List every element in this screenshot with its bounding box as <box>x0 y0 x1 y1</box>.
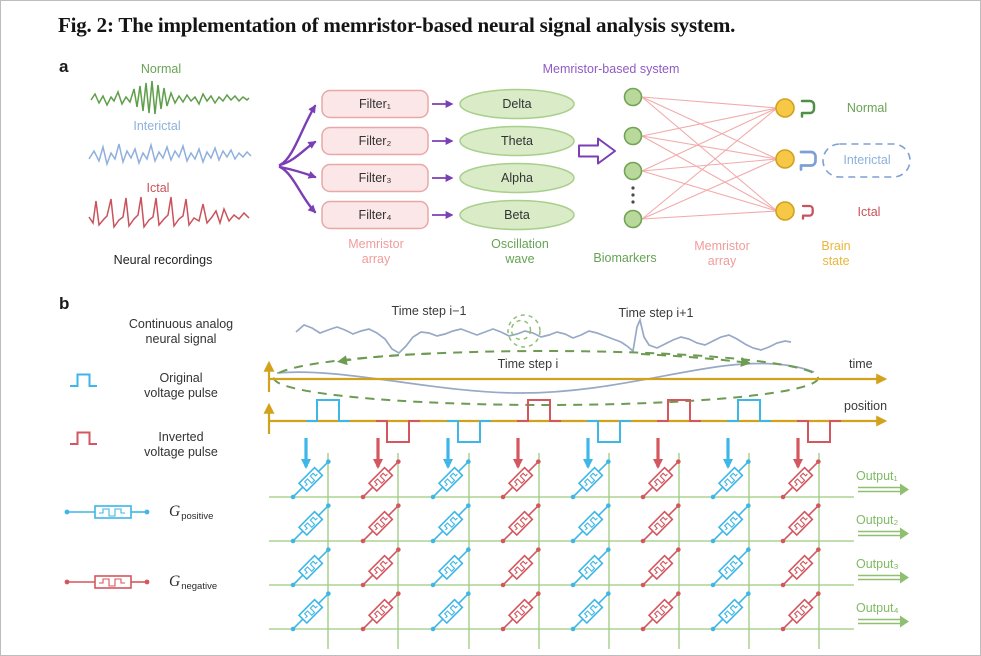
normal-step-icon <box>800 99 816 118</box>
output-arrows <box>858 483 909 628</box>
legend-inverted-label: Inverted voltage pulse <box>144 430 218 459</box>
position-axis <box>263 402 888 434</box>
g-symbol: G <box>169 503 181 520</box>
recording-normal-label: Normal <box>140 62 182 76</box>
time-axis-label: time <box>849 357 873 371</box>
neural-recording-waveforms <box>88 80 252 230</box>
column-input-arrows <box>301 438 803 469</box>
step-response-icons <box>799 99 817 220</box>
g-negative-sub: negative <box>181 581 218 592</box>
wave-alpha-label: Alpha <box>501 171 533 185</box>
interictal-dashed-box <box>822 143 911 178</box>
analog-signal-wave <box>295 317 792 355</box>
brain-state-nodes <box>775 98 795 221</box>
network-edges <box>641 96 778 220</box>
state-interictal-label: Interictal <box>843 153 891 167</box>
time-step-current-label: Time step i <box>497 357 559 371</box>
double-arrow-icon <box>578 137 616 165</box>
output-2-label: Output₂ <box>856 513 899 527</box>
g-negative-label: Gnegative <box>169 573 218 592</box>
interictal-step-icon <box>799 150 817 171</box>
output-1-label: Output₁ <box>856 469 898 483</box>
biomarkers-caption: Biomarkers <box>593 251 657 265</box>
ictal-step-icon <box>801 204 814 220</box>
time-step-prev-label: Time step i−1 <box>391 304 467 318</box>
time-step-next-label: Time step i+1 <box>618 306 694 320</box>
figure-title: Fig. 2: The implementation of memristor-… <box>58 13 736 37</box>
network-array-caption: Memristor array <box>694 239 750 268</box>
g-positive-icon <box>64 505 150 519</box>
time-step-ellipse-arrows <box>337 352 751 367</box>
original-pulse-icon <box>70 373 97 387</box>
waves-caption: Oscillation wave <box>491 237 549 266</box>
inverted-pulse-icon <box>70 431 97 445</box>
filters-caption: Memristor array <box>348 237 404 266</box>
biomarker-nodes <box>623 87 643 229</box>
ellipsis-dots <box>631 186 635 204</box>
filter-3-label: Filter₃ <box>358 171 392 185</box>
recording-ictal-label: Ictal <box>146 181 170 195</box>
wave-theta-label: Theta <box>501 134 533 148</box>
g-positive-label: Gpositive <box>169 503 214 522</box>
filter-2-label: Filter₂ <box>358 134 392 148</box>
filter-1-label: Filter₁ <box>359 97 391 111</box>
panel-b-label: b <box>59 294 70 313</box>
brain-state-caption: Brain state <box>821 239 851 268</box>
system-title: Memristor-based system <box>542 62 680 76</box>
legend-pulse-icons <box>70 373 97 445</box>
branch-arrows <box>278 104 317 214</box>
oscillation-ellipses <box>459 88 575 231</box>
crossbar-grid <box>269 453 854 649</box>
legend-continuous-label: Continuous analog neural signal <box>128 317 234 346</box>
output-4-label: Output₄ <box>856 601 899 615</box>
output-3-label: Output₃ <box>856 557 899 571</box>
filter-to-wave-arrows <box>432 100 454 219</box>
position-axis-label: position <box>844 399 888 413</box>
legend-original-label: Original voltage pulse <box>144 371 218 400</box>
g-symbol: G <box>169 573 181 590</box>
state-normal-label: Normal <box>846 101 888 115</box>
g-positive-sub: positive <box>181 511 214 522</box>
g-negative-icon <box>64 575 150 589</box>
voltage-pulses <box>306 399 841 443</box>
crossbar-memristors <box>286 455 825 636</box>
state-ictal-label: Ictal <box>857 205 881 219</box>
wave-delta-label: Delta <box>502 97 532 111</box>
wave-beta-label: Beta <box>504 208 530 222</box>
zoom-circle-icon <box>507 314 541 348</box>
panel-a-label: a <box>59 57 69 76</box>
recording-interictal-label: Interictal <box>133 119 181 133</box>
filter-boxes <box>321 89 429 230</box>
time-axis <box>263 360 888 392</box>
neural-recordings-caption: Neural recordings <box>113 253 213 267</box>
filter-4-label: Filter₄ <box>358 208 392 222</box>
